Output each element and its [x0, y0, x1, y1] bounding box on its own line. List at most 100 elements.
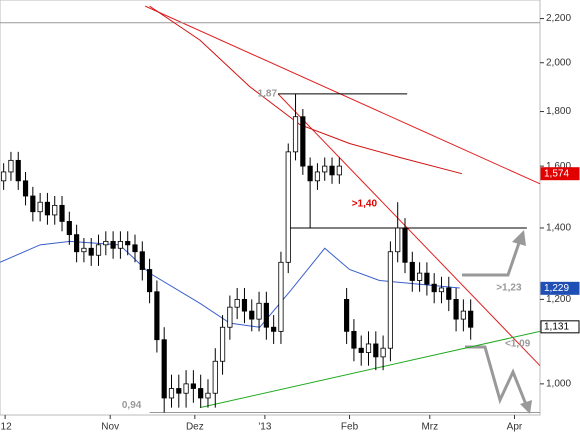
- candle-body: [256, 302, 262, 320]
- candle-body: [212, 360, 218, 394]
- arrow-head: [512, 230, 526, 246]
- candle-body: [300, 116, 306, 167]
- candle-body: [37, 201, 43, 213]
- candle-body: [30, 195, 36, 213]
- candle-body: [271, 326, 277, 332]
- candle-body: [278, 261, 284, 332]
- candle-body: [117, 241, 123, 249]
- candle-body: [147, 269, 153, 293]
- candle-body: [205, 392, 211, 399]
- plot-area: [0, 0, 541, 416]
- price-tag: [540, 320, 580, 334]
- candle-body: [263, 302, 269, 328]
- candle-body: [468, 310, 474, 328]
- candle-body: [190, 383, 196, 389]
- candle-body: [74, 234, 80, 253]
- candle-body: [351, 330, 357, 349]
- candle-body: [417, 272, 423, 281]
- candle-body: [132, 244, 138, 253]
- x-tick-label: Mrz: [421, 422, 438, 433]
- candle-body: [307, 165, 313, 182]
- candle-body: [198, 388, 204, 399]
- candle-body: [110, 241, 116, 249]
- candle-body: [358, 347, 364, 353]
- candle-body: [22, 180, 29, 197]
- candle-body: [431, 283, 437, 293]
- candle-body: [52, 204, 58, 216]
- candle-body: [227, 306, 233, 328]
- candle-body: [380, 347, 386, 358]
- candle-body: [168, 388, 175, 399]
- candle-body: [15, 159, 21, 182]
- arrow-down: [465, 345, 529, 408]
- candle-body: [438, 287, 445, 293]
- trendline: [145, 5, 541, 185]
- x-tick-label: Feb: [341, 422, 359, 433]
- candle-body: [329, 165, 335, 176]
- arrow-head: [520, 400, 532, 414]
- trendline: [277, 93, 541, 367]
- candle-body: [241, 298, 248, 312]
- y-tick-label: 1,600: [546, 161, 571, 172]
- moving-average: [149, 5, 463, 175]
- annotation: >1,23: [496, 283, 522, 294]
- candle-body: [409, 261, 415, 281]
- candle-body: [387, 251, 393, 349]
- candle-body: [322, 165, 328, 173]
- annotation: >1,40: [352, 198, 378, 209]
- candle-body: [336, 165, 342, 176]
- price-tag-label: 1,574: [544, 168, 569, 179]
- candle-body: [460, 310, 466, 320]
- candle-body: [453, 298, 459, 320]
- candle-body: [81, 247, 87, 253]
- x-tick-label: '13: [258, 422, 271, 433]
- price-tag-label: 1,229: [544, 283, 569, 294]
- price-tag: [540, 167, 580, 181]
- price-tag: [540, 281, 580, 295]
- y-tick-label: 1,200: [546, 294, 571, 305]
- candle-body: [234, 298, 240, 308]
- candle-body: [8, 159, 14, 173]
- candle-body: [95, 244, 102, 256]
- candle-body: [59, 204, 65, 222]
- candle-body: [249, 310, 255, 320]
- annotation: 1,87: [258, 89, 278, 100]
- x-tick-label: '12: [0, 422, 12, 433]
- candle-body: [161, 339, 167, 399]
- candle-body: [66, 221, 72, 236]
- x-tick-label: Dez: [186, 422, 204, 433]
- candle-body: [373, 343, 379, 358]
- candle-body: [1, 171, 7, 182]
- price-tag-label: 1,131: [544, 321, 569, 332]
- y-tick-label: 2,200: [546, 13, 571, 24]
- arrow-up: [462, 239, 522, 277]
- candle-body: [183, 383, 189, 394]
- y-tick-label: 1,400: [546, 223, 571, 234]
- y-tick-label: 2,000: [546, 57, 571, 68]
- candle-body: [446, 287, 452, 300]
- candle-body: [176, 388, 182, 394]
- candle-body: [139, 251, 145, 270]
- x-tick-label: Apr: [507, 422, 523, 433]
- candle-body: [424, 272, 430, 285]
- candle-body: [219, 326, 226, 362]
- y-tick-label: 1,800: [546, 106, 571, 117]
- annotation: 0,94: [122, 400, 142, 411]
- candle-body: [365, 343, 372, 353]
- candle-body: [402, 227, 408, 263]
- annotation: <1,09: [505, 339, 531, 350]
- candle-body: [88, 247, 94, 256]
- candle-body: [314, 171, 321, 182]
- candle-body: [395, 227, 401, 253]
- candle-body: [103, 241, 109, 246]
- candle-body: [292, 116, 299, 153]
- candle-body: [344, 298, 350, 332]
- trendline: [199, 330, 541, 409]
- candle-body: [154, 291, 160, 341]
- y-tick-label: 1,000: [546, 379, 571, 390]
- candle-body: [44, 201, 51, 216]
- arrows: [462, 230, 532, 414]
- candle-body: [285, 151, 291, 263]
- candle-body: [125, 241, 131, 246]
